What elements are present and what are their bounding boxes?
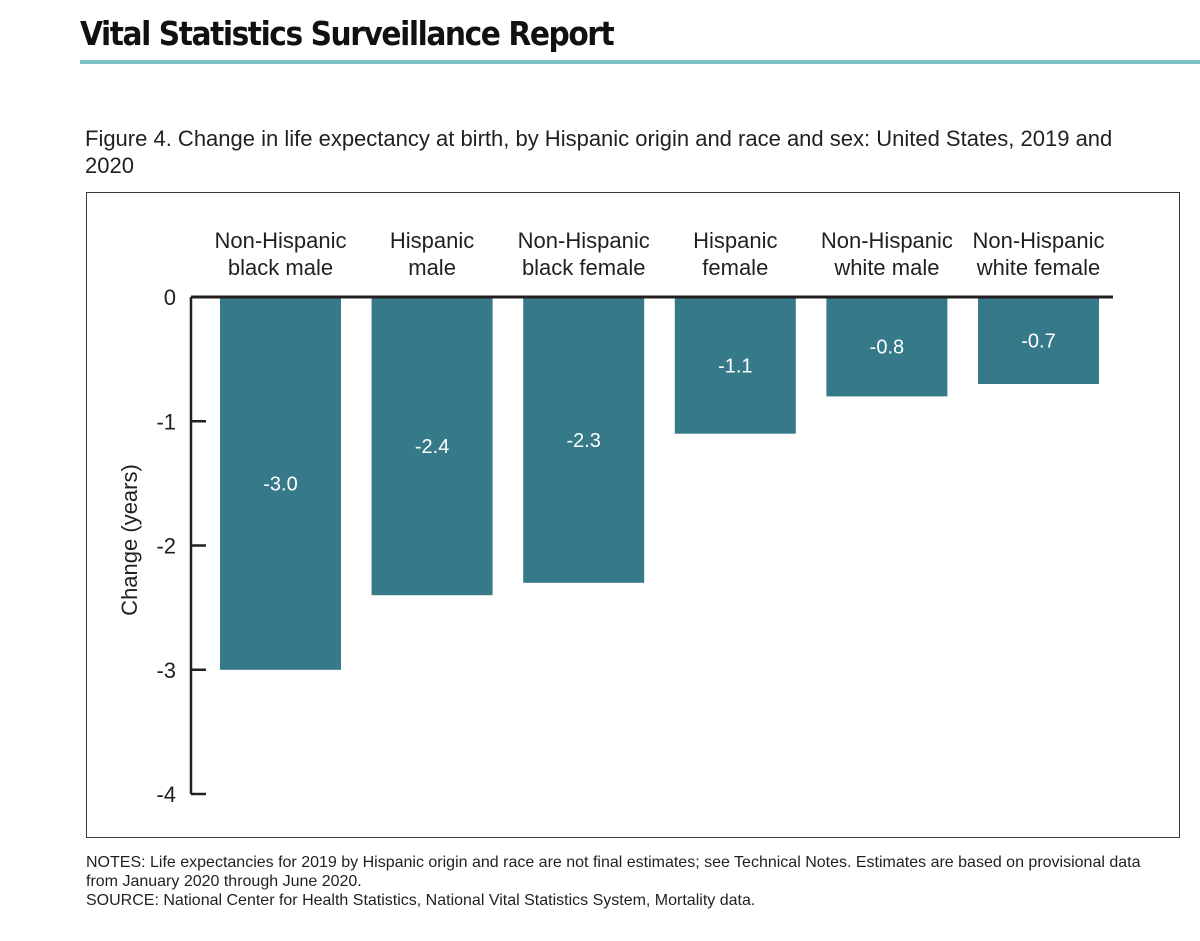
category-label-5-line-1: Non-Hispanic <box>821 228 953 253</box>
category-label-3-line-2: black female <box>522 255 646 280</box>
chart-notes: NOTES: Life expectancies for 2019 by His… <box>86 853 1166 910</box>
category-label-4-line-1: Hispanic <box>693 228 777 253</box>
category-label-3-line-1: Non-Hispanic <box>518 228 650 253</box>
title-rule <box>80 60 1200 64</box>
y-tick-label-5: -4 <box>156 782 176 807</box>
notes-text: NOTES: Life expectancies for 2019 by His… <box>86 854 1141 890</box>
bar-value-label-2: -2.4 <box>415 436 449 458</box>
category-label-6-line-1: Non-Hispanic <box>972 228 1104 253</box>
category-label-1-line-1: Non-Hispanic <box>214 228 346 253</box>
category-label-2-line-2: male <box>408 255 456 280</box>
bar-2 <box>371 297 493 596</box>
y-axis-title: Change (years) <box>117 464 142 616</box>
y-tick-label-2: -1 <box>156 409 176 434</box>
category-label-4-line-2: female <box>702 255 768 280</box>
category-label-1-line-2: black male <box>228 255 333 280</box>
bar-value-label-4: -1.1 <box>718 355 752 377</box>
category-label-5-line-2: white male <box>833 255 939 280</box>
source-text: SOURCE: National Center for Health Stati… <box>86 892 756 909</box>
bar-4 <box>674 297 796 434</box>
bar-value-label-3: -2.3 <box>566 430 600 452</box>
y-tick-label-1: 0 <box>164 285 176 310</box>
chart-frame <box>86 192 1180 838</box>
bar-5 <box>826 297 948 397</box>
figure-caption: Figure 4. Change in life expectancy at b… <box>85 126 1113 178</box>
y-tick-label-4: -3 <box>156 658 176 683</box>
bar-6 <box>978 297 1099 384</box>
bar-value-label-5: -0.8 <box>870 337 904 359</box>
bar-value-label-1: -3.0 <box>263 473 297 495</box>
y-tick-label-3: -2 <box>156 534 176 559</box>
category-label-6-line-2: white female <box>976 255 1101 280</box>
bar-1 <box>220 297 341 670</box>
category-label-2-line-1: Hispanic <box>390 228 474 253</box>
report-title: Vital Statistics Surveillance Report <box>80 14 615 53</box>
bar-3 <box>523 297 645 583</box>
bar-value-label-6: -0.7 <box>1021 331 1055 353</box>
